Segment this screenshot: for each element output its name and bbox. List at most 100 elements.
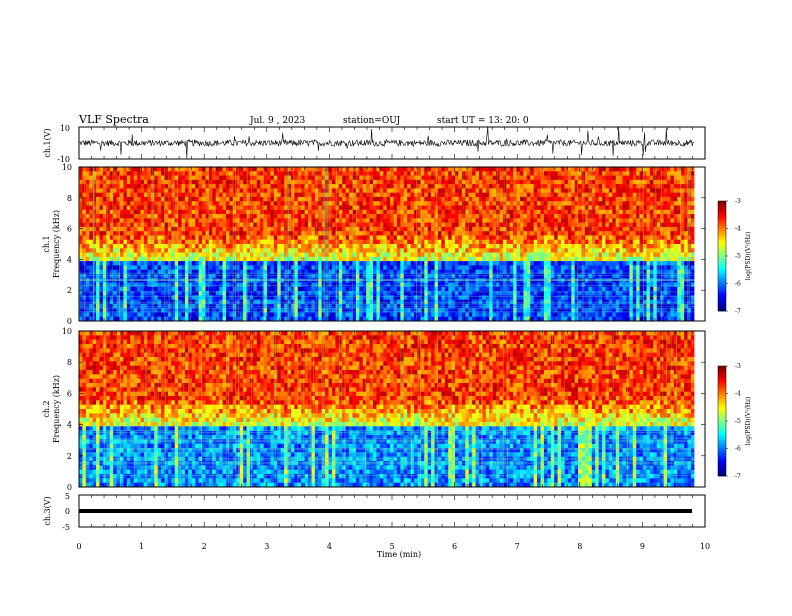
spectrogram-cell <box>479 180 483 185</box>
spectrogram-cell <box>400 304 404 309</box>
spectrogram-cell <box>233 248 237 253</box>
spectrogram-cell <box>308 244 312 249</box>
spectrogram-cell <box>260 188 264 193</box>
spectrogram-cell <box>373 227 377 232</box>
spectrogram-cell <box>339 261 343 266</box>
spectrogram-cell <box>349 227 353 232</box>
spectrogram-cell <box>428 171 432 176</box>
spectrogram-cell <box>448 265 452 270</box>
spectrogram-cell <box>366 214 370 219</box>
spectrogram-cell <box>117 300 121 305</box>
spectrogram-cell <box>417 193 421 198</box>
spectrogram-cell <box>120 231 124 236</box>
spectrogram-cell <box>380 312 384 317</box>
spectrogram-cell <box>120 287 124 292</box>
spectrogram-cell <box>223 180 227 185</box>
spectrogram-cell <box>277 223 281 228</box>
spectrogram-cell <box>216 283 220 288</box>
spectrogram-cell <box>445 167 449 172</box>
spectrogram-cell <box>257 274 261 279</box>
spectrogram-cell <box>182 197 186 202</box>
spectrogram-cell <box>294 227 298 232</box>
spectrogram-cell <box>178 227 182 232</box>
spectrogram-cell <box>164 188 168 193</box>
spectrogram-cell <box>537 227 541 232</box>
spectrogram-cell <box>325 188 329 193</box>
spectrogram-cell <box>175 188 179 193</box>
spectrogram-cell <box>100 201 104 206</box>
spectrogram-cell <box>175 287 179 292</box>
spectrogram-cell <box>192 201 196 206</box>
spectrogram-cell <box>520 261 524 266</box>
spectrogram-cell <box>428 261 432 266</box>
spectrogram-cell <box>523 300 527 305</box>
spectrogram-cell <box>253 235 257 240</box>
spectrogram-cell <box>212 312 216 317</box>
spectrogram-cell <box>260 176 264 181</box>
spectrogram-cell <box>192 287 196 292</box>
spectrogram-cell <box>510 167 514 172</box>
spectrogram-cell <box>452 291 456 296</box>
spectrogram-cell <box>202 300 206 305</box>
spectrogram-cell <box>216 227 220 232</box>
spectrogram-cell <box>89 248 93 253</box>
spectrogram-cell <box>89 206 93 211</box>
spectrogram-cell <box>424 167 428 172</box>
spectrogram-cell <box>226 283 230 288</box>
spectrogram-cell <box>356 231 360 236</box>
spectrogram-cell <box>503 214 507 219</box>
spectrogram-cell <box>520 176 524 181</box>
spectrogram-cell <box>202 201 206 206</box>
spectrogram-cell <box>390 193 394 198</box>
spectrogram-cell <box>400 240 404 245</box>
spectrogram-cell <box>332 201 336 206</box>
spectrogram-cell <box>438 176 442 181</box>
spectrogram-cell <box>339 218 343 223</box>
spectrogram-cell <box>117 312 121 317</box>
spectrogram-cell <box>383 184 387 189</box>
spectrogram-cell <box>414 197 418 202</box>
spectrogram-cell <box>383 295 387 300</box>
spectrogram-cell <box>103 176 107 181</box>
spectrogram-cell <box>499 287 503 292</box>
spectrogram-cell <box>260 227 264 232</box>
spectrogram-cell <box>482 265 486 270</box>
spectrogram-cell <box>458 312 462 317</box>
spectrogram-cell <box>373 184 377 189</box>
spectrogram-cell <box>123 206 127 211</box>
spectrogram-cell <box>168 287 172 292</box>
spectrogram-cell <box>158 227 162 232</box>
spectrogram-cell <box>233 214 237 219</box>
spectrogram-cell <box>503 227 507 232</box>
spectrogram-cell <box>332 304 336 309</box>
spectrogram-cell <box>158 206 162 211</box>
spectrogram-cell <box>82 171 86 176</box>
spectrogram-cell <box>243 257 247 262</box>
spectrogram-cell <box>291 176 295 181</box>
spectrogram-cell <box>178 188 182 193</box>
spectrogram-cell <box>144 231 148 236</box>
spectrogram-cell <box>383 283 387 288</box>
spectrogram-cell <box>527 253 531 258</box>
spectrogram-cell <box>462 244 466 249</box>
spectrogram-cell <box>462 210 466 215</box>
spectrogram-cell <box>291 188 295 193</box>
spectrogram-cell <box>370 214 374 219</box>
spectrogram-cell <box>414 184 418 189</box>
spectrogram-cell <box>294 218 298 223</box>
spectrogram-cell <box>100 300 104 305</box>
spectrogram-cell <box>424 312 428 317</box>
spectrogram-cell <box>253 206 257 211</box>
spectrogram-cell <box>195 235 199 240</box>
spectrogram-cell <box>441 244 445 249</box>
spectrogram-cell <box>301 214 305 219</box>
spectrogram-cell <box>257 227 261 232</box>
spectrogram-cell <box>270 240 274 245</box>
spectrogram-cell <box>123 235 127 240</box>
spectrogram-cell <box>216 197 220 202</box>
spectrogram-cell <box>205 248 209 253</box>
spectrogram-cell <box>342 235 346 240</box>
spectrogram-cell <box>363 210 367 215</box>
spectrogram-cell <box>503 265 507 270</box>
spectrogram-cell <box>462 188 466 193</box>
